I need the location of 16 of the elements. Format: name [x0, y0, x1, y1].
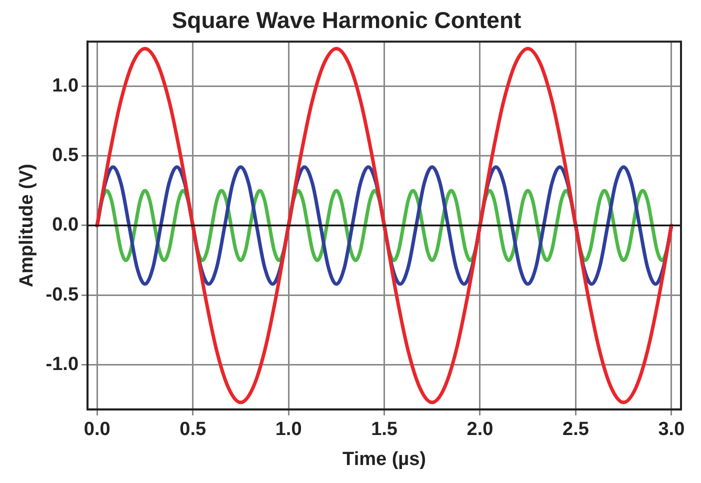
x-tick-label: 1.0 — [275, 419, 302, 440]
x-tick-label: 2.0 — [466, 419, 494, 440]
y-tick-label: 1.0 — [52, 75, 79, 96]
x-tick-label: 0.5 — [180, 419, 206, 440]
x-tick-label: 1.5 — [371, 419, 398, 440]
y-tick-label: 0.0 — [52, 214, 79, 236]
line-series — [95, 46, 674, 404]
x-tick-label: 3.0 — [658, 419, 685, 440]
y-tick-label: -1.0 — [46, 354, 79, 376]
y-axis-title: Amplitude (V) — [16, 164, 38, 288]
x-tick-label: 2.5 — [562, 419, 590, 440]
y-tick-label: -0.5 — [46, 284, 79, 306]
chart-title: Square Wave Harmonic Content — [172, 7, 522, 34]
x-tick-label: 0.0 — [84, 419, 110, 440]
x-axis-title: Time (µs) — [342, 448, 426, 470]
y-tick-label: 0.5 — [52, 145, 79, 166]
